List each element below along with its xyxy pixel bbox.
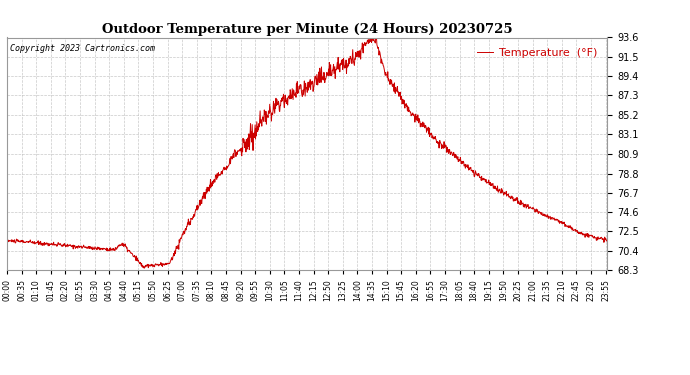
Temperature  (°F) [603,238,611,242]
Temperature  (°F) [136,260,144,265]
Temperature  (°F) [533,209,541,213]
Temperature  (°F) [401,102,409,107]
Line: Temperature  (°F): Temperature (°F) [7,37,607,268]
Legend: Temperature  (°F): Temperature (°F) [472,43,602,62]
Temperature  (°F) [480,176,488,180]
Title: Outdoor Temperature per Minute (24 Hours) 20230725: Outdoor Temperature per Minute (24 Hours… [101,23,513,36]
Temperature  (°F) [140,266,148,270]
Temperature  (°F) [366,34,375,39]
Temperature  (°F) [204,188,212,192]
Temperature  (°F) [3,237,11,242]
Temperature  (°F) [121,244,130,249]
Text: Copyright 2023 Cartronics.com: Copyright 2023 Cartronics.com [10,45,155,54]
